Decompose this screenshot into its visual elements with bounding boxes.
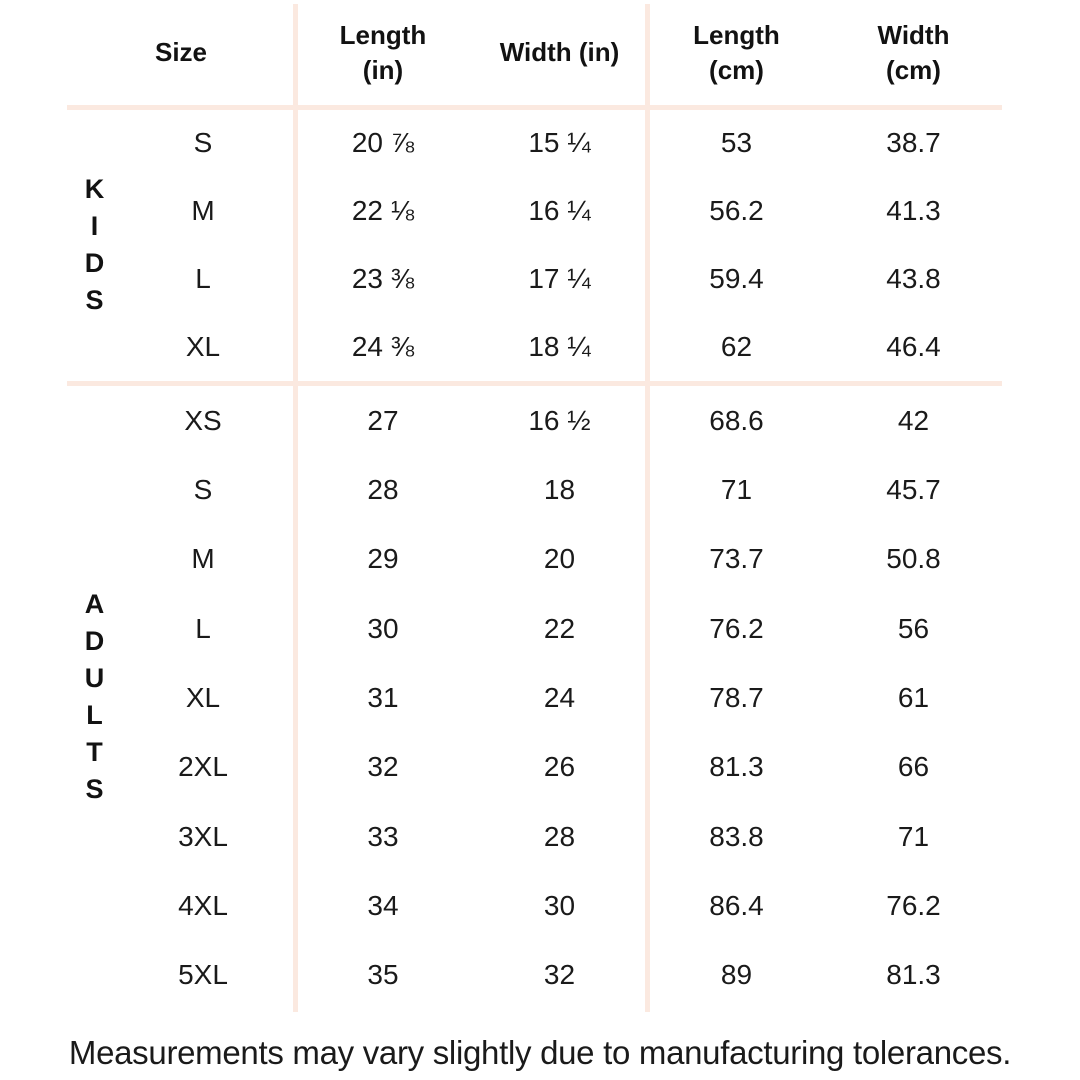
cell-length-in: 24 ⅜ [351, 331, 415, 362]
cell-length-in: 35 [367, 959, 399, 991]
cell-length-in: 29 [367, 543, 399, 575]
cell-length-cm: 73.7 [709, 543, 764, 575]
cell-width-cm: 66 [897, 751, 930, 783]
cell-length-in: 32 [367, 751, 399, 783]
cell-width-cm: 42 [897, 404, 930, 436]
header-cell-width-in: Width (in) [499, 37, 620, 67]
horizontal-divider-kids-adults [67, 381, 1002, 386]
cell-length-cm: 83.8 [709, 820, 764, 852]
cell-length-cm: 86.4 [709, 889, 764, 921]
cell-size: 2XL [178, 751, 228, 783]
cell-size: 4XL [178, 889, 228, 921]
cell-width-in: 22 [543, 612, 576, 644]
cell-size: M [191, 543, 215, 575]
cell-size: 3XL [178, 820, 228, 852]
cell-length-in: 28 [367, 473, 399, 505]
cell-length-cm: 53 [720, 127, 753, 158]
cell-size: XS [184, 404, 222, 436]
cell-width-in: 18 ¼ [528, 331, 591, 362]
cell-size: L [195, 263, 211, 294]
cell-width-cm: 71 [897, 820, 930, 852]
cell-width-cm: 61 [897, 681, 930, 713]
kids-rows: S 20 ⅞ 15 ¼ 53 38.7 M 22 ⅛ 16 ¼ 56.2 41.… [67, 109, 1002, 381]
vertical-divider-in-cm [645, 4, 650, 1012]
cell-length-cm: 76.2 [709, 612, 764, 644]
cell-length-cm: 68.6 [709, 404, 764, 436]
cell-length-cm: 56.2 [709, 195, 764, 226]
cell-width-cm: 45.7 [886, 473, 941, 505]
header-cell-length-cm: Length (cm) [693, 19, 780, 85]
cell-length-cm: 62 [720, 331, 753, 362]
cell-width-cm: 41.3 [886, 195, 941, 226]
cell-width-cm: 46.4 [886, 331, 941, 362]
footer-note: Measurements may vary slightly due to ma… [68, 1034, 1012, 1071]
cell-length-cm: 59.4 [709, 263, 764, 294]
cell-length-in: 31 [367, 681, 399, 713]
cell-width-in: 30 [543, 889, 576, 921]
cell-width-in: 17 ¼ [528, 263, 591, 294]
cell-width-in: 18 [543, 473, 576, 505]
cell-width-cm: 43.8 [886, 263, 941, 294]
cell-length-in: 30 [367, 612, 399, 644]
cell-width-in: 20 [543, 543, 576, 575]
cell-width-cm: 50.8 [886, 543, 941, 575]
horizontal-divider-header [67, 105, 1002, 110]
cell-width-in: 26 [543, 751, 576, 783]
cell-width-cm: 76.2 [886, 889, 941, 921]
cell-length-in: 20 ⅞ [351, 127, 415, 158]
cell-size: M [191, 195, 215, 226]
table-header: Size Length (in) Width (in) Length (cm) … [67, 0, 1002, 105]
cell-width-cm: 56 [897, 612, 930, 644]
cell-length-in: 33 [367, 820, 399, 852]
cell-length-in: 23 ⅜ [351, 263, 415, 294]
adults-rows: XS 27 16 ½ 68.6 42 S 28 18 71 45.7 M 29 … [67, 386, 1002, 1010]
cell-length-in: 22 ⅛ [351, 195, 415, 226]
cell-width-in: 16 ¼ [528, 195, 591, 226]
cell-width-cm: 38.7 [886, 127, 941, 158]
cell-width-in: 15 ¼ [528, 127, 591, 158]
cell-length-in: 27 [367, 404, 399, 436]
header-cell-size: Size [154, 37, 208, 67]
cell-width-in: 16 ½ [528, 404, 591, 436]
group-label-kids: K I D S [84, 173, 106, 315]
header-cell-width-cm: Width (cm) [877, 19, 950, 85]
cell-size: XL [185, 681, 221, 713]
cell-size: L [195, 612, 211, 644]
cell-length-cm: 71 [720, 473, 753, 505]
cell-width-in: 28 [543, 820, 576, 852]
cell-size: XL [185, 331, 221, 362]
cell-size: 5XL [178, 959, 228, 991]
cell-width-cm: 81.3 [886, 959, 941, 991]
vertical-divider-size-length [293, 4, 298, 1012]
cell-length-cm: 78.7 [709, 681, 764, 713]
cell-length-in: 34 [367, 889, 399, 921]
cell-length-cm: 81.3 [709, 751, 764, 783]
cell-width-in: 24 [543, 681, 576, 713]
cell-length-cm: 89 [720, 959, 753, 991]
group-label-adults: A D U L T S [84, 588, 106, 804]
cell-width-in: 32 [543, 959, 576, 991]
cell-size: S [193, 473, 213, 505]
cell-size: S [193, 127, 213, 158]
header-cell-length-in: Length (in) [339, 19, 427, 85]
